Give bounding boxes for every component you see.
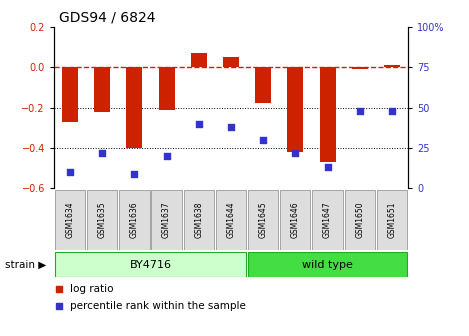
Bar [319, 67, 336, 162]
Text: GSM1645: GSM1645 [259, 202, 268, 239]
Text: GSM1634: GSM1634 [66, 202, 75, 239]
Text: GSM1636: GSM1636 [130, 202, 139, 239]
Point [356, 108, 363, 114]
Bar [352, 67, 368, 69]
Bar [126, 67, 143, 148]
Bar [345, 190, 375, 250]
Text: GSM1647: GSM1647 [323, 202, 332, 239]
Bar [248, 252, 408, 277]
Bar [191, 53, 207, 67]
Bar [384, 65, 400, 67]
Bar [248, 190, 278, 250]
Text: log ratio: log ratio [70, 284, 113, 294]
Point [227, 124, 234, 130]
Bar [184, 190, 214, 250]
Bar [119, 190, 150, 250]
Point [98, 150, 106, 155]
Text: GSM1651: GSM1651 [387, 202, 396, 238]
Text: GSM1644: GSM1644 [227, 202, 235, 239]
Text: GSM1650: GSM1650 [355, 202, 364, 239]
Text: GSM1638: GSM1638 [194, 202, 203, 238]
Bar [94, 67, 110, 112]
Text: GSM1637: GSM1637 [162, 202, 171, 239]
Bar [287, 67, 303, 152]
Bar [54, 252, 246, 277]
Text: GDS94 / 6824: GDS94 / 6824 [59, 10, 155, 24]
Point [388, 108, 396, 114]
Text: GSM1635: GSM1635 [98, 202, 107, 239]
Point [163, 153, 170, 159]
Point [259, 137, 267, 142]
Text: wild type: wild type [302, 260, 353, 269]
Point [55, 286, 63, 292]
Point [55, 303, 63, 308]
Text: percentile rank within the sample: percentile rank within the sample [70, 301, 246, 311]
Bar [255, 67, 271, 103]
Text: strain ▶: strain ▶ [5, 260, 46, 269]
Text: BY4716: BY4716 [129, 260, 172, 269]
Bar [159, 67, 174, 110]
Text: GSM1646: GSM1646 [291, 202, 300, 239]
Bar [151, 190, 182, 250]
Bar [312, 190, 343, 250]
Bar [377, 190, 407, 250]
Point [292, 150, 299, 155]
Bar [216, 190, 246, 250]
Bar [223, 57, 239, 67]
Point [66, 169, 74, 175]
Point [195, 121, 203, 126]
Bar [87, 190, 117, 250]
Bar [62, 67, 78, 122]
Point [324, 165, 331, 170]
Point [131, 171, 138, 176]
Bar [55, 190, 85, 250]
Bar [280, 190, 310, 250]
